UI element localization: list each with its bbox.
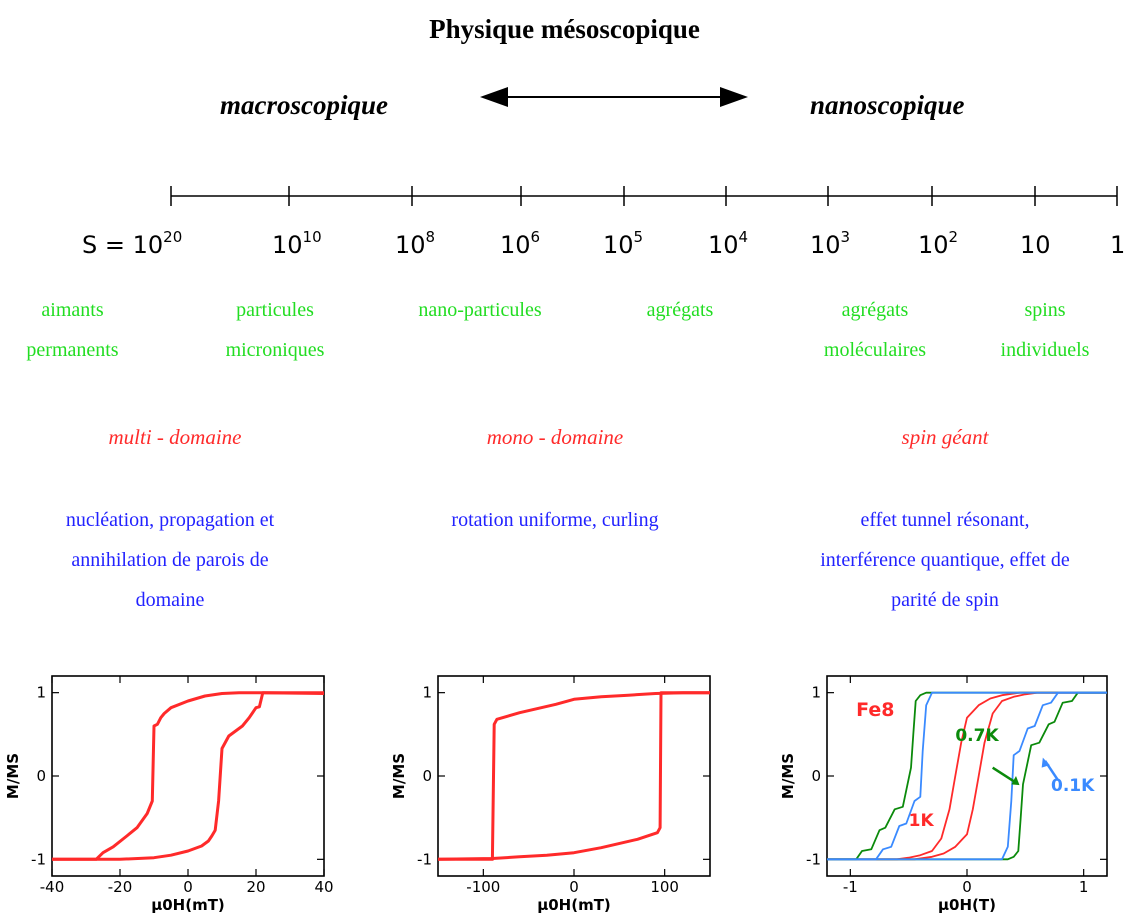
x-tick-label: -20 — [108, 878, 133, 896]
y-tick-label: 1 — [422, 684, 432, 702]
x-tick-label: 0 — [962, 878, 972, 896]
x-tick-label: -40 — [40, 878, 65, 896]
y-axis-label: M/MS — [4, 753, 22, 799]
x-axis-label: μ0H(mT) — [537, 896, 611, 914]
y-tick-label: 1 — [36, 684, 46, 702]
tick-label-1e8: 108 — [395, 228, 435, 259]
hysteresis-plot-macro: -40 -20 0 20 40 -1 0 1 μ0H(mT) M/MS — [0, 662, 345, 916]
x-tick-label: -1 — [843, 878, 858, 896]
tick-label-s-1e20: S = 1020 — [82, 228, 182, 259]
y-tick-label: 1 — [811, 684, 821, 702]
x-tick-label: -100 — [466, 878, 500, 896]
tick-label-1: 1 — [1110, 228, 1125, 259]
regime-multi-domaine: multi - domaine — [60, 425, 290, 450]
system-agregats: agrégats — [615, 290, 745, 330]
x-tick-label: 0 — [183, 878, 193, 896]
y-axis-label: M/MS — [779, 753, 797, 799]
y-tick-label: -1 — [31, 850, 46, 868]
mechanism-quantum: effet tunnel résonant, interférence quant… — [765, 500, 1125, 620]
y-tick-label: -1 — [417, 850, 432, 868]
y-tick-label: -1 — [806, 850, 821, 868]
x-axis-label: μ0H(T) — [938, 896, 996, 914]
y-axis-label: M/MS — [390, 753, 408, 799]
tick-label-1e4: 104 — [708, 228, 748, 259]
tick-label-1e5: 105 — [603, 228, 643, 259]
series-line-0 — [52, 693, 324, 860]
system-particules-microniques: particules microniques — [200, 290, 350, 370]
x-tick-label: 40 — [314, 878, 333, 896]
regime-spin-geant: spin géant — [830, 425, 1060, 450]
plot-frame — [52, 676, 324, 876]
y-tick-label: 0 — [36, 767, 46, 785]
x-tick-label: 1 — [1079, 878, 1089, 896]
y-tick-label: 0 — [422, 767, 432, 785]
annotation-0: Fe8 — [856, 699, 894, 721]
annotation-2: 1K — [909, 811, 935, 831]
regime-mono-domaine: mono - domaine — [440, 425, 670, 450]
system-spins-individuels: spins individuels — [970, 290, 1120, 370]
mechanism-domain-walls: nucléation, propagation et annihilation d… — [10, 500, 330, 620]
x-tick-label: 0 — [569, 878, 579, 896]
annotation-1: 0.7K — [955, 726, 999, 746]
system-aimants-permanents: aimants permanents — [0, 290, 145, 370]
series-line-1 — [438, 693, 710, 860]
x-tick-label: 100 — [650, 878, 679, 896]
scale-axis — [0, 0, 1129, 220]
plot-frame — [438, 676, 710, 876]
x-axis-label: μ0H(mT) — [151, 896, 225, 914]
hysteresis-plot-mono: -100 0 100 -1 0 1 μ0H(mT) M/MS — [390, 662, 725, 916]
tick-label-1e10: 1010 — [272, 228, 322, 259]
system-agregats-moleculaires: agrégats moléculaires — [800, 290, 950, 370]
y-tick-label: 0 — [811, 767, 821, 785]
series-line-1 — [52, 693, 324, 860]
tick-label-1e3: 103 — [810, 228, 850, 259]
tick-label-1e2: 102 — [918, 228, 958, 259]
x-tick-label: 20 — [246, 878, 265, 896]
tick-label-1e6: 106 — [500, 228, 540, 259]
mechanism-rotation: rotation uniforme, curling — [395, 500, 715, 540]
tick-label-10: 10 — [1020, 228, 1051, 259]
series-line-0 — [438, 693, 710, 860]
system-nano-particules: nano-particules — [385, 290, 575, 330]
